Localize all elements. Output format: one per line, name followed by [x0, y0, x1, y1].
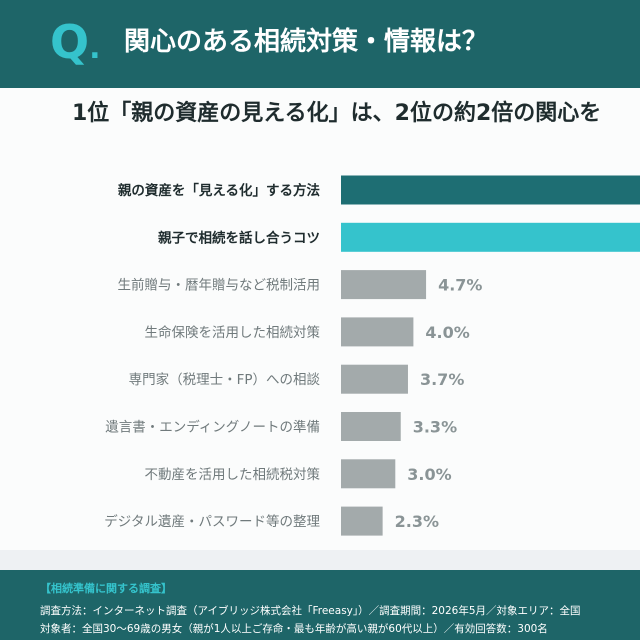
q-badge: Q. — [50, 15, 101, 69]
footer-band — [0, 570, 640, 640]
header-band — [0, 0, 640, 88]
page-title: 関心のある相続対策・情報は？ — [124, 27, 489, 57]
category-label: 不動産を活用した相続税対策 — [145, 466, 321, 483]
data-label: 3.7% — [420, 370, 464, 389]
bar — [341, 317, 414, 347]
bar — [341, 459, 396, 489]
data-label: 4.7% — [438, 276, 482, 295]
category-label: 親子で相続を話し合うコツ — [158, 229, 320, 246]
chart-panel — [0, 88, 640, 550]
category-label: 専門家（税理士・FP）への相談 — [129, 371, 321, 388]
category-label: 生前贈与・暦年贈与など税制活用 — [118, 277, 321, 294]
survey-target: 対象者：全国30～69歳の男女（親が1人以上ご存命・最も年齢が高い親が60代以上… — [40, 623, 548, 635]
bar — [341, 270, 427, 300]
data-label: 2.3% — [395, 512, 439, 531]
survey-method: 調査方法：インターネット調査（アイブリッジ株式会社「Freeasy」）／調査期間… — [40, 605, 581, 617]
survey-heading: 【相続準備に関する調査】 — [40, 582, 172, 595]
bar-chart: 親の資産を「見える化」する方法親子で相続を話し合うコツ生前贈与・暦年贈与など税制… — [104, 175, 640, 536]
category-label: 親の資産を「見える化」する方法 — [118, 182, 321, 199]
chart-subtitle: 1位「親の資産の見える化」は、2位の約2倍の関心を — [72, 101, 602, 126]
category-label: デジタル遺産・パスワード等の整理 — [104, 513, 320, 530]
bar — [341, 364, 408, 394]
data-label: 3.3% — [413, 418, 457, 437]
bar — [341, 506, 383, 536]
category-label: 遺言書・エンディングノートの準備 — [105, 419, 320, 436]
data-label: 3.0% — [407, 465, 451, 484]
bar — [341, 175, 640, 205]
category-label: 生命保険を活用した相続対策 — [145, 324, 321, 341]
data-label: 4.0% — [425, 323, 469, 342]
bar — [341, 412, 401, 441]
bar — [341, 222, 640, 252]
